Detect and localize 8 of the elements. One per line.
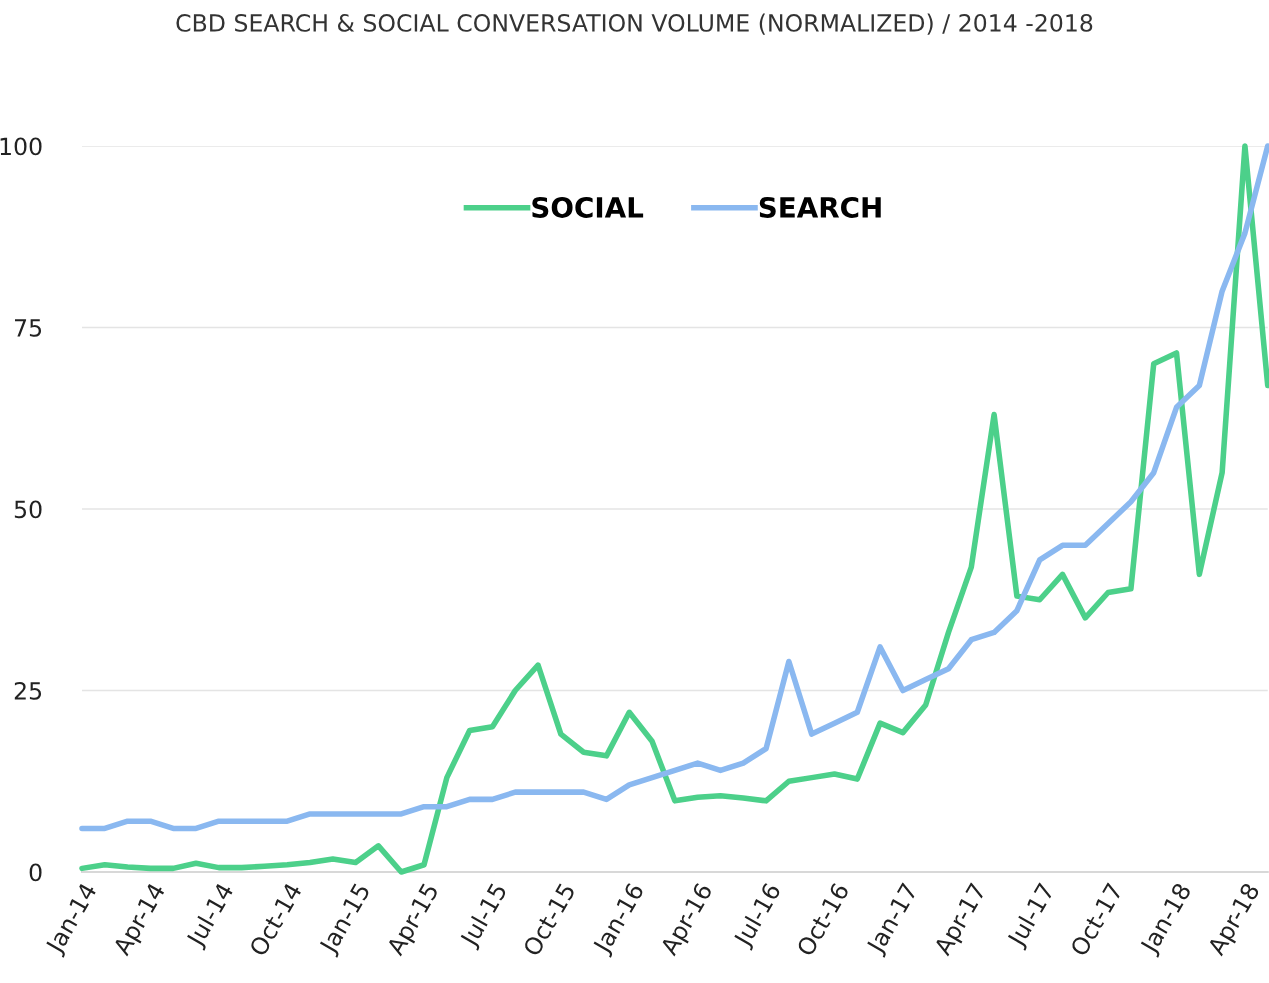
y-tick-label: 50 — [14, 500, 42, 519]
y-tick-label: 25 — [14, 681, 42, 700]
y-tick-label: 100 — [0, 137, 42, 156]
legend-label: SOCIAL — [532, 196, 644, 218]
legend-label: SEARCH — [759, 196, 881, 218]
y-tick-label: 0 — [29, 863, 42, 882]
chart-title: CBD SEARCH & SOCIAL CONVERSATION VOLUME (NORMALIZED) / 2014 -2018 — [176, 13, 1093, 35]
y-tick-label: 75 — [15, 319, 42, 337]
